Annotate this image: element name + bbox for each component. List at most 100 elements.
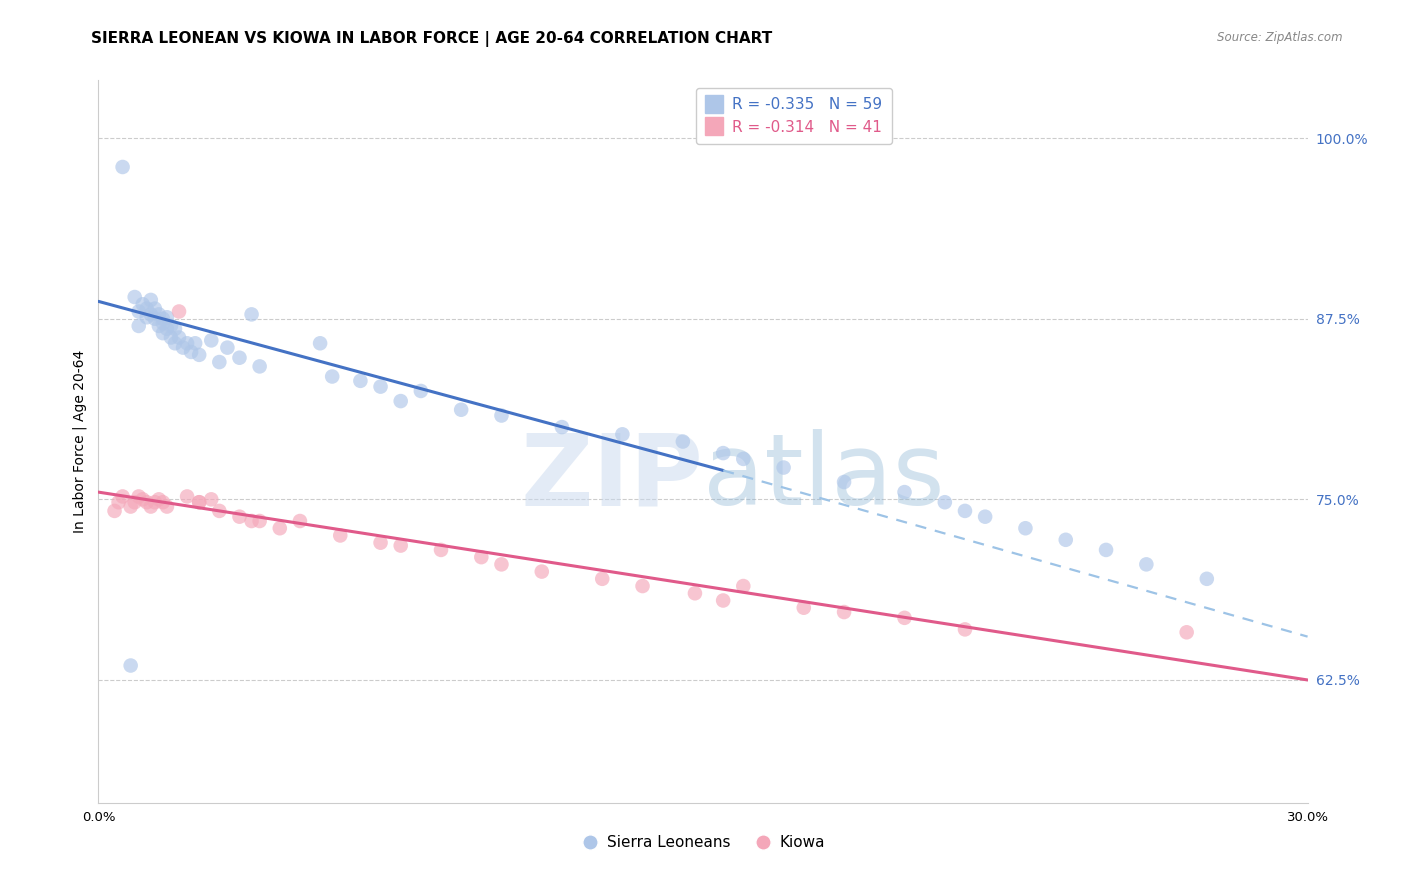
Point <box>139 293 162 307</box>
Point <box>176 490 198 504</box>
Point <box>249 359 271 374</box>
Point <box>733 451 755 466</box>
Point <box>240 307 263 321</box>
Point <box>156 500 179 514</box>
Point <box>128 490 150 504</box>
Point <box>111 490 134 504</box>
Point <box>132 297 155 311</box>
Point <box>107 495 129 509</box>
Point <box>188 348 211 362</box>
Point <box>329 528 352 542</box>
Point <box>953 623 976 637</box>
Point <box>217 341 239 355</box>
Point <box>152 326 174 341</box>
Point <box>135 301 157 316</box>
Point <box>793 600 815 615</box>
Point <box>160 330 183 344</box>
Point <box>167 304 190 318</box>
Point <box>132 492 155 507</box>
Text: SIERRA LEONEAN VS KIOWA IN LABOR FORCE | AGE 20-64 CORRELATION CHART: SIERRA LEONEAN VS KIOWA IN LABOR FORCE |… <box>91 31 773 47</box>
Point <box>228 351 250 365</box>
Point <box>143 301 166 316</box>
Point <box>893 611 915 625</box>
Point <box>551 420 574 434</box>
Point <box>832 605 855 619</box>
Point <box>208 504 231 518</box>
Point <box>200 492 222 507</box>
Point <box>139 500 162 514</box>
Point <box>163 336 186 351</box>
Point <box>470 550 492 565</box>
Point <box>240 514 263 528</box>
Point <box>200 334 222 348</box>
Point <box>152 316 174 330</box>
Point <box>370 535 392 549</box>
Point <box>143 311 166 326</box>
Point <box>269 521 291 535</box>
Point <box>111 160 134 174</box>
Point <box>135 495 157 509</box>
Point <box>1095 543 1118 558</box>
Point <box>974 509 997 524</box>
Point <box>188 495 211 509</box>
Point <box>148 307 170 321</box>
Point <box>120 500 142 514</box>
Point <box>893 485 915 500</box>
Point <box>491 558 513 572</box>
Point <box>172 341 194 355</box>
Point <box>491 409 513 423</box>
Point <box>148 492 170 507</box>
Point <box>530 565 553 579</box>
Point <box>934 495 956 509</box>
Point <box>143 495 166 509</box>
Point <box>167 330 190 344</box>
Point <box>188 495 211 509</box>
Point <box>180 345 202 359</box>
Text: Source: ZipAtlas.com: Source: ZipAtlas.com <box>1218 31 1343 45</box>
Point <box>124 290 146 304</box>
Point <box>152 311 174 326</box>
Point <box>672 434 695 449</box>
Point <box>103 504 125 518</box>
Point <box>249 514 271 528</box>
Point <box>139 307 162 321</box>
Point <box>228 509 250 524</box>
Text: atlas: atlas <box>703 429 945 526</box>
Point <box>309 336 332 351</box>
Point <box>1175 625 1198 640</box>
Point <box>156 322 179 336</box>
Point <box>733 579 755 593</box>
Point <box>711 593 734 607</box>
Point <box>208 355 231 369</box>
Point <box>321 369 343 384</box>
Text: ZIP: ZIP <box>520 429 703 526</box>
Point <box>1195 572 1218 586</box>
Point <box>288 514 311 528</box>
Point <box>683 586 706 600</box>
Point <box>128 304 150 318</box>
Point <box>156 310 179 325</box>
Point <box>128 318 150 333</box>
Point <box>631 579 654 593</box>
Point <box>772 460 794 475</box>
Point <box>711 446 734 460</box>
Point <box>124 495 146 509</box>
Point <box>953 504 976 518</box>
Point <box>389 539 412 553</box>
Legend: Sierra Leoneans, Kiowa: Sierra Leoneans, Kiowa <box>575 830 831 856</box>
Point <box>184 336 207 351</box>
Point <box>430 543 453 558</box>
Point <box>591 572 613 586</box>
Point <box>1135 558 1157 572</box>
Point <box>135 310 157 325</box>
Point <box>1014 521 1036 535</box>
Point <box>389 394 412 409</box>
Point <box>148 318 170 333</box>
Point <box>349 374 371 388</box>
Point <box>176 336 198 351</box>
Point <box>163 322 186 336</box>
Point <box>160 318 183 333</box>
Point <box>832 475 855 489</box>
Point <box>152 495 174 509</box>
Point <box>120 658 142 673</box>
